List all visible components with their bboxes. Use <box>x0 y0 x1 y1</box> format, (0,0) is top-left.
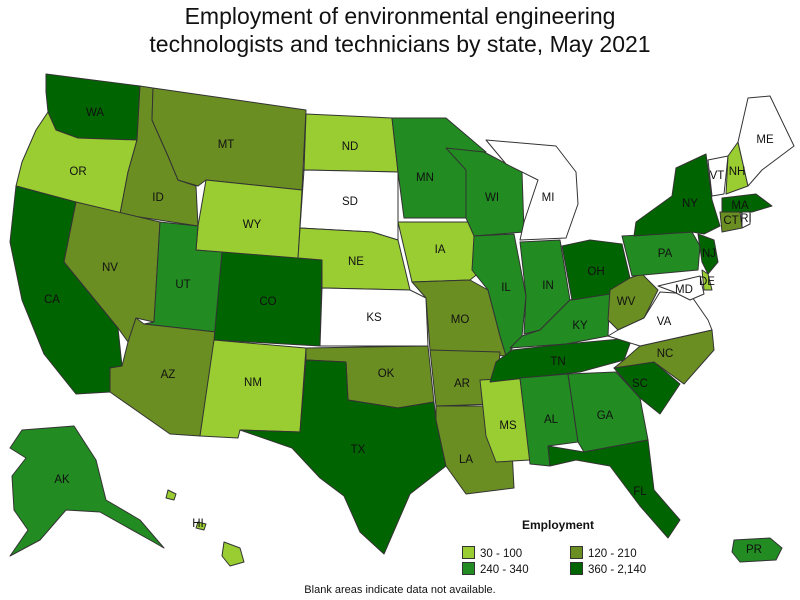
state-label-tx: TX <box>351 444 366 456</box>
state-label-mn: MN <box>416 172 434 184</box>
state-tx <box>239 359 447 555</box>
state-label-fl: FL <box>633 486 647 498</box>
state-az <box>109 317 217 437</box>
state-label-sd: SD <box>342 196 358 208</box>
state-ri <box>741 211 751 229</box>
state-label-nd: ND <box>342 141 359 153</box>
legend-label-3: 240 - 340 <box>480 564 529 576</box>
state-vt <box>707 155 729 197</box>
state-label-me: ME <box>756 134 774 146</box>
state-label-vt: VT <box>710 170 725 182</box>
state-label-la: LA <box>459 454 473 466</box>
state-label-oh: OH <box>587 266 604 278</box>
state-label-ri: RI <box>740 213 752 225</box>
state-label-il: IL <box>501 282 511 294</box>
legend-swatch-2 <box>570 546 583 559</box>
state-label-ky: KY <box>572 320 588 332</box>
state-de <box>701 269 713 291</box>
state-label-pa: PA <box>658 248 673 260</box>
footnote: Blank areas indicate data not available. <box>304 584 496 596</box>
legend-swatch-1 <box>462 546 475 559</box>
legend-item-2: 120 - 210 <box>570 546 637 560</box>
state-label-mo: MO <box>451 314 470 326</box>
state-hi <box>165 489 245 567</box>
legend-label-4: 360 - 2,140 <box>588 564 647 576</box>
state-label-tn: TN <box>550 356 565 368</box>
state-label-wi: WI <box>485 192 499 204</box>
state-label-nv: NV <box>102 262 118 274</box>
state-label-nj: NJ <box>702 248 716 260</box>
state-label-ok: OK <box>378 368 395 380</box>
state-label-hi: HI <box>192 518 204 530</box>
state-label-id: ID <box>152 192 164 204</box>
state-label-wa: WA <box>86 107 104 119</box>
state-label-ca: CA <box>44 294 60 306</box>
state-label-ga: GA <box>597 410 614 422</box>
state-nj <box>697 233 719 275</box>
state-label-mt: MT <box>218 139 235 151</box>
state-label-ut: UT <box>175 279 190 291</box>
state-label-mi: MI <box>542 192 555 204</box>
legend-item-3: 240 - 340 <box>462 562 529 576</box>
state-label-in: IN <box>542 280 554 292</box>
legend-title: Employment <box>522 518 595 532</box>
legend-item-4: 360 - 2,140 <box>570 562 646 576</box>
state-ny <box>633 153 721 237</box>
state-ak <box>9 425 165 557</box>
legend-label-1: 30 - 100 <box>480 548 523 560</box>
state-me <box>737 95 795 187</box>
state-label-ma: MA <box>731 200 749 212</box>
state-md <box>657 275 705 301</box>
state-ks <box>319 287 429 347</box>
state-label-md: MD <box>675 284 693 296</box>
state-label-nm: NM <box>244 377 262 389</box>
state-label-wy: WY <box>243 219 262 231</box>
state-wi <box>445 147 525 237</box>
state-label-de: DE <box>699 276 715 288</box>
legend-item-1: 30 - 100 <box>462 546 522 560</box>
state-label-sc: SC <box>632 378 648 390</box>
legend-label-2: 120 - 210 <box>588 548 637 560</box>
state-mi <box>485 139 579 241</box>
state-label-ak: AK <box>54 474 70 486</box>
state-label-or: OR <box>69 166 86 178</box>
state-label-pr: PR <box>746 544 762 556</box>
state-pr <box>731 537 783 563</box>
map-title-line-1: Employment of environmental engineering <box>184 3 616 29</box>
state-label-co: CO <box>259 296 276 308</box>
map-title-line-2: technologists and technicians by state, … <box>149 31 651 57</box>
state-label-al: AL <box>544 414 559 426</box>
state-label-ms: MS <box>499 420 517 432</box>
state-tn <box>489 337 633 383</box>
state-label-nh: NH <box>729 166 746 178</box>
state-ma <box>721 193 773 215</box>
state-label-ia: IA <box>435 244 446 256</box>
state-label-ny: NY <box>682 198 698 210</box>
state-label-ks: KS <box>366 312 382 324</box>
state-mt <box>151 87 307 191</box>
legend-swatch-3 <box>462 562 475 575</box>
state-label-ar: AR <box>454 378 470 390</box>
state-fl <box>547 439 681 539</box>
state-wv <box>607 273 659 331</box>
state-label-va: VA <box>657 316 672 328</box>
legend-swatch-4 <box>570 562 583 575</box>
state-label-ne: NE <box>348 256 364 268</box>
state-label-wv: WV <box>617 296 636 308</box>
state-label-nc: NC <box>657 348 674 360</box>
state-label-ct: CT <box>723 215 738 227</box>
state-label-az: AZ <box>161 369 176 381</box>
